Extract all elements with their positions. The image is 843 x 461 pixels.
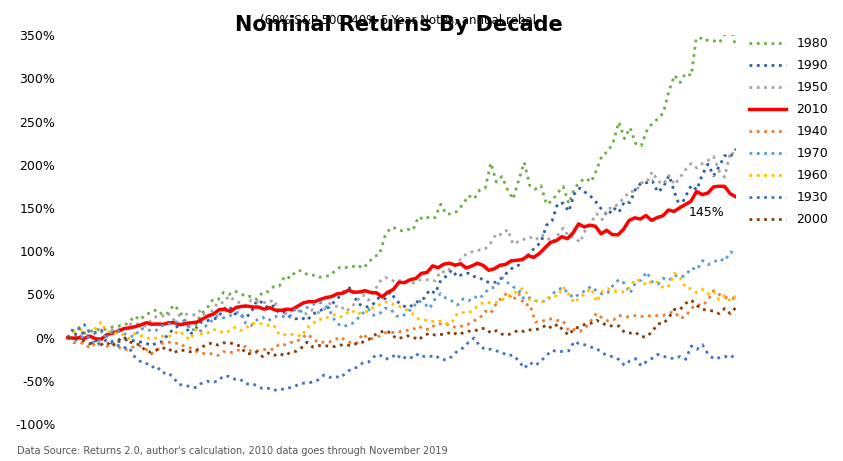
Text: 145%: 145%	[689, 206, 725, 219]
Title: Nominal Returns By Decade: Nominal Returns By Decade	[234, 15, 562, 35]
Text: (60% S&P 500, 40% 5-Year Notes, annual rebal: (60% S&P 500, 40% 5-Year Notes, annual r…	[260, 14, 536, 27]
Text: Data Source: Returns 2.0, author's calculation, 2010 data goes through November : Data Source: Returns 2.0, author's calcu…	[17, 446, 448, 456]
Legend: 1980, 1990, 1950, 2010, 1940, 1970, 1960, 1930, 2000: 1980, 1990, 1950, 2010, 1940, 1970, 1960…	[749, 37, 828, 226]
